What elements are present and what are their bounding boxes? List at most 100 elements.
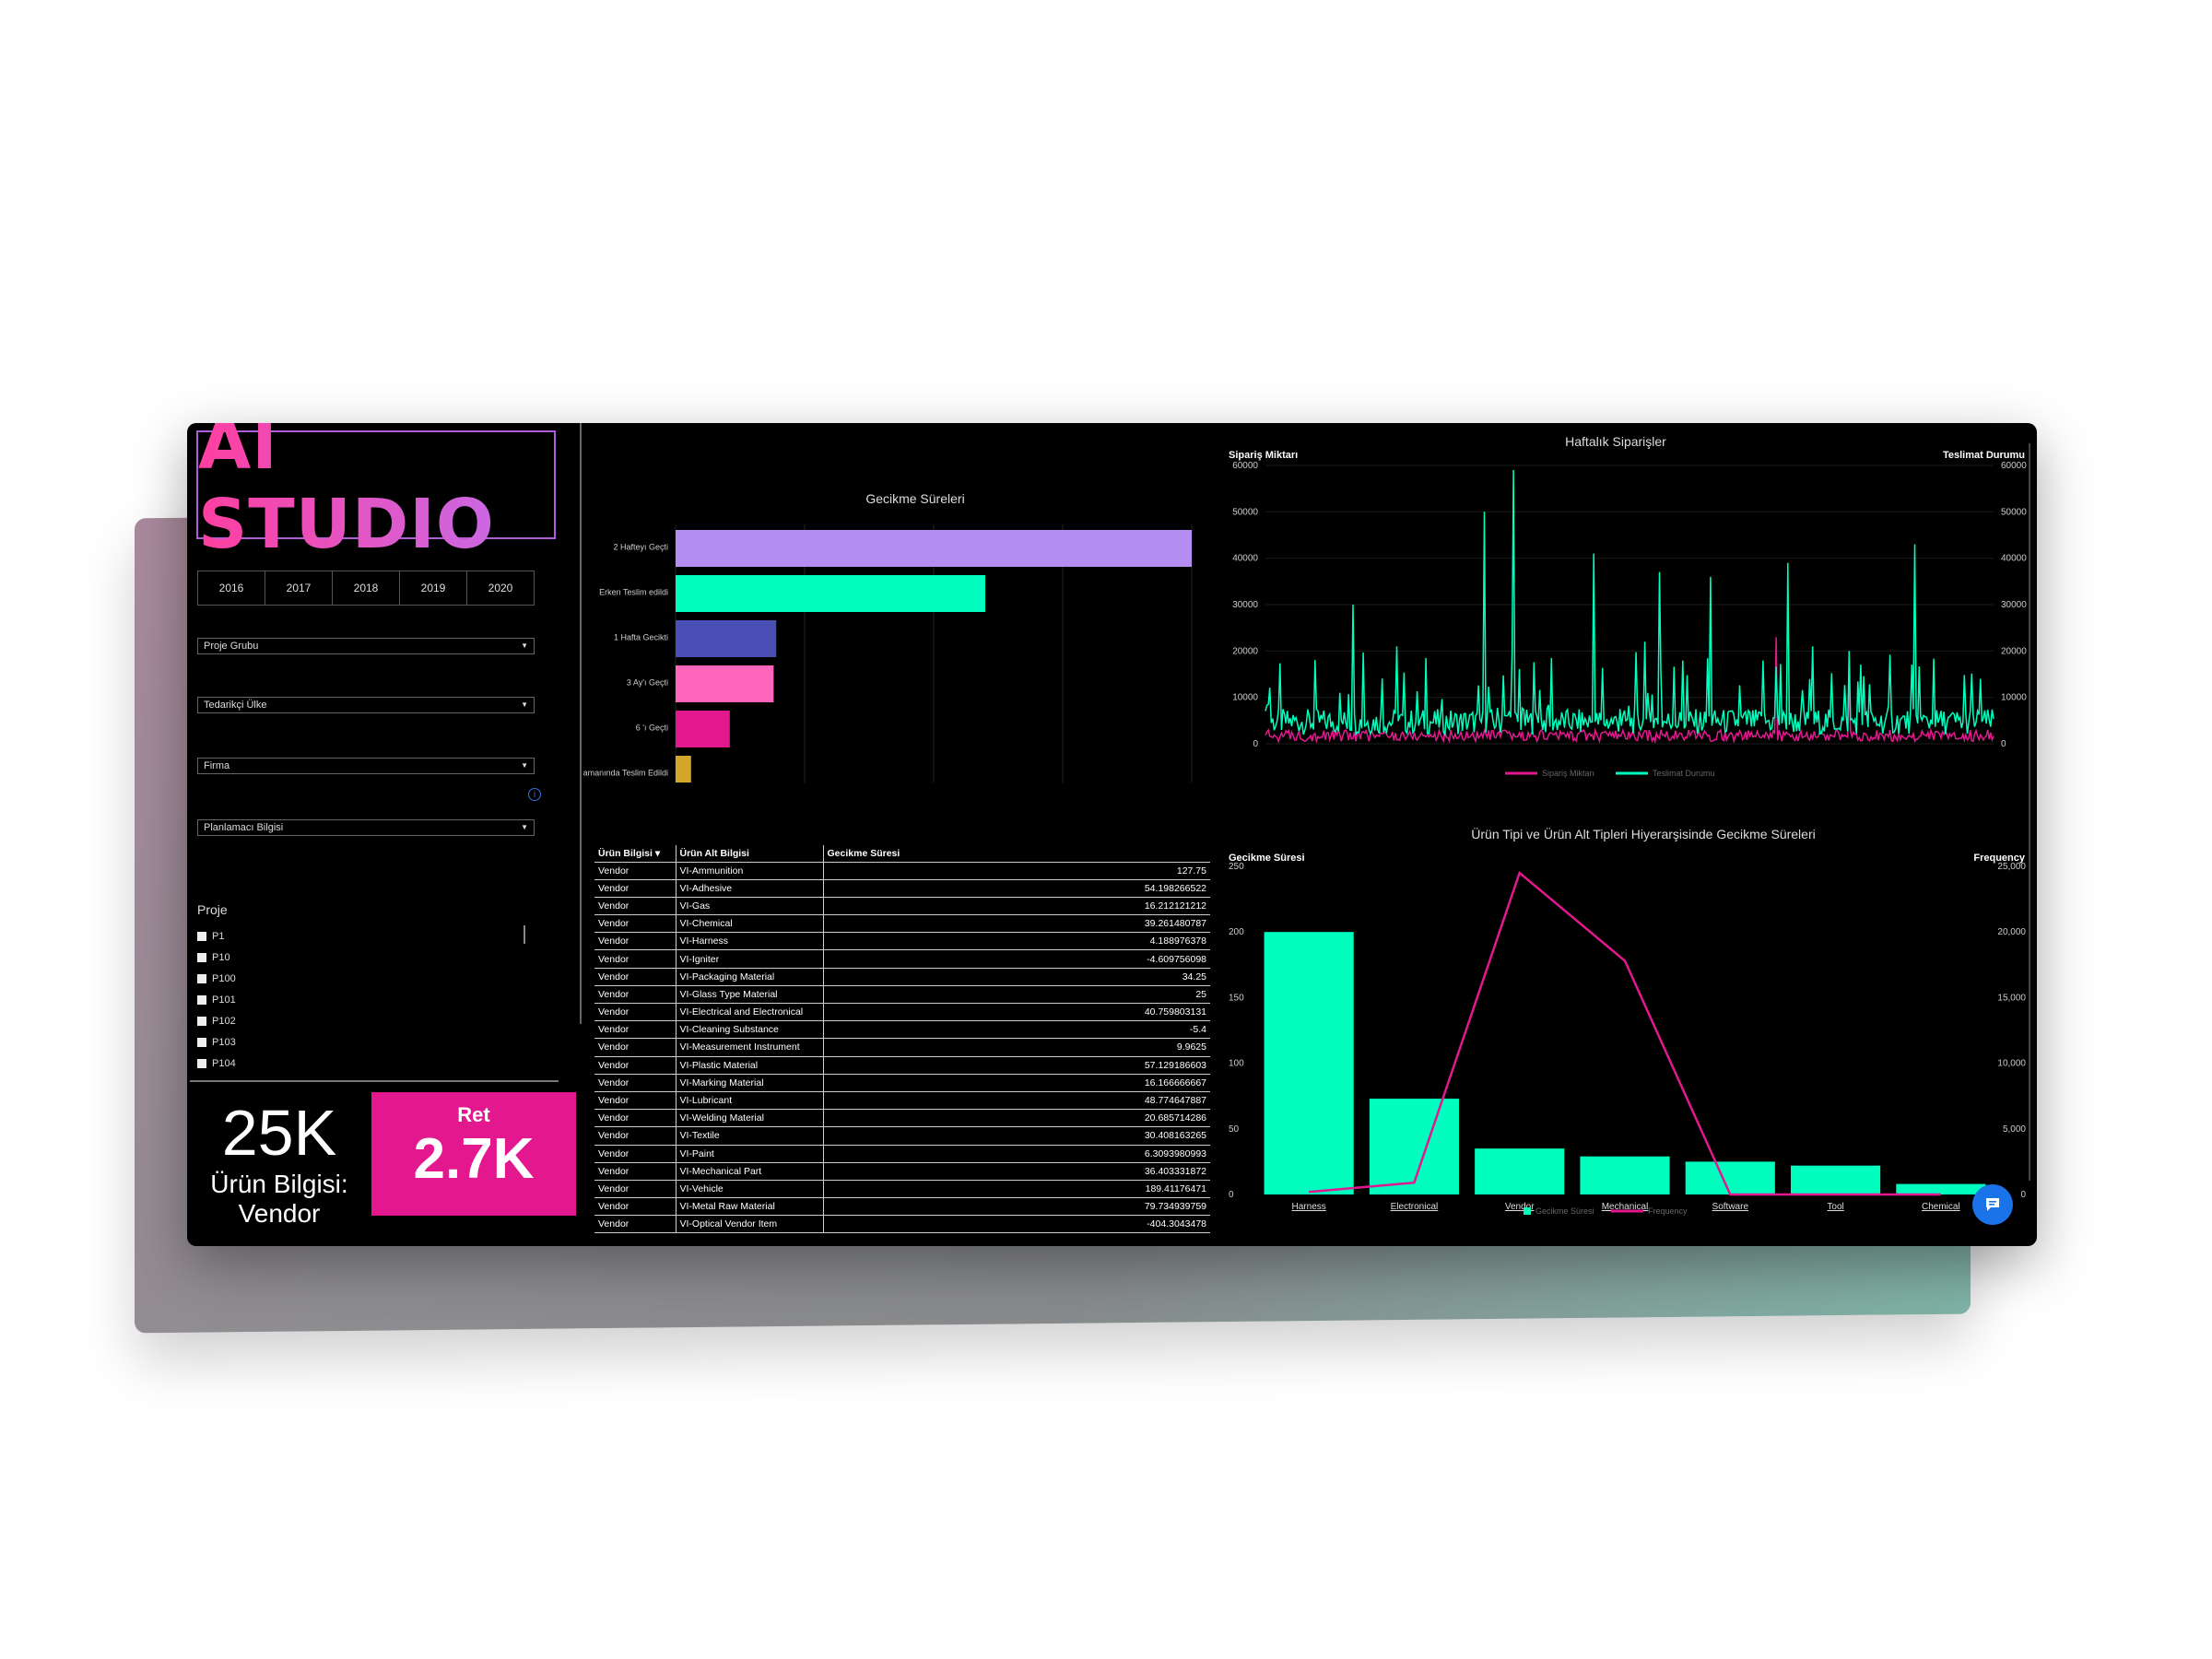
category-label: Zamanında Teslim Edildi	[583, 769, 668, 778]
table-row[interactable]: Vendor VI-Chemical 39.261480787	[594, 914, 1210, 934]
dashboard-frame: AI STUDIO 2016 2017 2018 2019 2020 Proje…	[187, 423, 2037, 1246]
table-row[interactable]: Vendor VI-Welding Material 20.685714286	[594, 1109, 1210, 1128]
table-row[interactable]: Vendor VI-Gas 16.212121212	[594, 897, 1210, 916]
proje-grubu-dropdown[interactable]: Proje Grubu ▼	[197, 638, 535, 654]
y-tick-label-right: 20,000	[1997, 927, 2026, 937]
table-row[interactable]: Vendor VI-Mechanical Part 36.403331872	[594, 1162, 1210, 1181]
checkbox[interactable]	[197, 973, 206, 983]
table-row[interactable]: Vendor VI-Marking Material 16.166666667	[594, 1074, 1210, 1092]
proje-item[interactable]: P100	[197, 968, 382, 989]
year-button[interactable]: 2020	[488, 582, 513, 594]
proje-scrollbar[interactable]	[524, 925, 525, 944]
proje-list: P1 P10 P100 P101 P102 P103 P104	[197, 925, 382, 1074]
firma-dropdown[interactable]: Firma ▼	[197, 758, 535, 774]
proje-item[interactable]: P102	[197, 1010, 382, 1031]
table-cell: 30.408163265	[823, 1126, 1210, 1146]
proje-item[interactable]: P101	[197, 989, 382, 1010]
x-tick-label: Electronical	[1391, 1202, 1439, 1212]
table-row[interactable]: Vendor VI-Optical Vendor Item -404.3043478	[594, 1215, 1210, 1234]
table-row[interactable]: Vendor VI-Packaging Material 34.25	[594, 968, 1210, 986]
checkbox[interactable]	[197, 994, 206, 1005]
bar	[676, 711, 730, 747]
legend-label: Sipariş Miktarı	[1542, 769, 1594, 778]
proje-item[interactable]: P10	[197, 947, 382, 968]
column-header[interactable]: Ürün Bilgisi ▾	[594, 845, 677, 863]
chart-title: Ürün Tipi ve Ürün Alt Tipleri Hiyerarşis…	[1471, 827, 1816, 841]
bar	[676, 575, 985, 612]
table-cell: VI-Ammunition	[676, 862, 824, 880]
table-cell: Vendor	[594, 1145, 677, 1163]
proje-item[interactable]: P103	[197, 1031, 382, 1053]
bar	[1369, 1099, 1459, 1194]
dropdown-label: Tedarikçi Ülke	[204, 700, 267, 711]
chat-button[interactable]	[1972, 1184, 2013, 1225]
table-cell: Vendor	[594, 1056, 677, 1075]
table-cell: 57.129186603	[823, 1056, 1210, 1075]
category-label: 1 Hafta Gecikti	[614, 633, 668, 642]
year-button[interactable]: 2017	[265, 571, 333, 605]
table-cell: VI-Gas	[676, 897, 824, 916]
y-tick-label-right: 10000	[2001, 693, 2027, 703]
chevron-down-icon: ▼	[521, 761, 528, 770]
table-row[interactable]: Vendor VI-Measurement Instrument 9.9625	[594, 1038, 1210, 1057]
chevron-down-icon: ▼	[521, 641, 528, 650]
checkbox[interactable]	[197, 1037, 206, 1047]
kpi-count-label: Ürün Bilgisi: Vendor	[210, 1170, 348, 1228]
info-icon[interactable]: i	[528, 788, 541, 801]
year-button[interactable]: 2016	[198, 571, 265, 605]
y-tick-label-right: 60000	[2001, 461, 2027, 471]
bar	[1791, 1165, 1881, 1194]
table-row[interactable]: Vendor VI-Ammunition 127.75	[594, 862, 1210, 880]
table-cell: Vendor	[594, 1126, 677, 1146]
column-header[interactable]: Ürün Alt Bilgisi	[676, 845, 824, 863]
table-row[interactable]: Vendor VI-Plastic Material 57.129186603	[594, 1056, 1210, 1075]
x-tick-label: Chemical	[1922, 1202, 1960, 1212]
table-cell: Vendor	[594, 862, 677, 880]
checkbox[interactable]	[197, 1058, 206, 1068]
checkbox[interactable]	[197, 931, 206, 941]
y-tick-label: 30000	[1232, 600, 1258, 610]
table-row[interactable]: Vendor VI-Vehicle 189.41176471	[594, 1180, 1210, 1199]
table-row[interactable]: Vendor VI-Adhesive 54.198266522	[594, 879, 1210, 898]
checkbox[interactable]	[197, 952, 206, 962]
table-cell: Vendor	[594, 932, 677, 951]
checkbox[interactable]	[197, 1016, 206, 1026]
proje-item[interactable]: P1	[197, 925, 382, 947]
planlamaci-dropdown[interactable]: Planlamacı Bilgisi ▼	[197, 819, 535, 836]
y-tick-label-right: 25,000	[1997, 862, 2026, 872]
tedarikci-ulke-dropdown[interactable]: Tedarikçi Ülke ▼	[197, 697, 535, 713]
year-button[interactable]: 2019	[400, 571, 467, 605]
chart-title: Haftalık Siparişler	[1565, 434, 1666, 449]
column-header[interactable]: Gecikme Süresi	[823, 845, 1210, 863]
y-tick-label: 0	[1253, 739, 1258, 749]
table-cell: VI-Chemical	[676, 914, 824, 934]
x-tick-label: Software	[1712, 1202, 1749, 1212]
table-row[interactable]: Vendor VI-Lubricant 48.774647887	[594, 1091, 1210, 1111]
table-cell: VI-Textile	[676, 1126, 824, 1146]
table-cell: Vendor	[594, 985, 677, 1005]
y-tick-label-right: 40000	[2001, 554, 2027, 564]
table-cell: 40.759803131	[823, 1003, 1210, 1022]
table-cell: -4.609756098	[823, 949, 1210, 969]
page-scrollbar[interactable]	[2029, 443, 2030, 1181]
table-row[interactable]: Vendor VI-Cleaning Substance -5.4	[594, 1020, 1210, 1040]
table-row[interactable]: Vendor VI-Electrical and Electronical 40.7…	[594, 1003, 1210, 1022]
table-row[interactable]: Vendor VI-Igniter -4.609756098	[594, 949, 1210, 969]
table-row[interactable]: Vendor VI-Textile 30.408163265	[594, 1126, 1210, 1146]
table-cell: Vendor	[594, 1091, 677, 1111]
weekly-orders-line-chart: Sipariş Miktarı Teslimat Durumu 0 0 10000 100…	[1229, 450, 2027, 778]
table-row[interactable]: Vendor VI-Harness 4.188976378	[594, 932, 1210, 951]
table-row[interactable]: Vendor VI-Paint 6.3093980993	[594, 1145, 1210, 1163]
table-cell: 6.3093980993	[823, 1145, 1210, 1163]
x-tick-label: Tool	[1827, 1202, 1843, 1212]
table-cell: VI-Measurement Instrument	[676, 1038, 824, 1057]
table-cell: VI-Metal Raw Material	[676, 1197, 824, 1217]
table-cell: 36.403331872	[823, 1162, 1210, 1181]
table-row[interactable]: Vendor VI-Metal Raw Material 79.734939759	[594, 1197, 1210, 1217]
table-cell: 20.685714286	[823, 1109, 1210, 1128]
category-label: 2 Hafteyı Geçti	[613, 543, 668, 552]
proje-item[interactable]: P104	[197, 1053, 382, 1074]
table-row[interactable]: Vendor VI-Glass Type Material 25	[594, 985, 1210, 1005]
year-button[interactable]: 2018	[333, 571, 400, 605]
